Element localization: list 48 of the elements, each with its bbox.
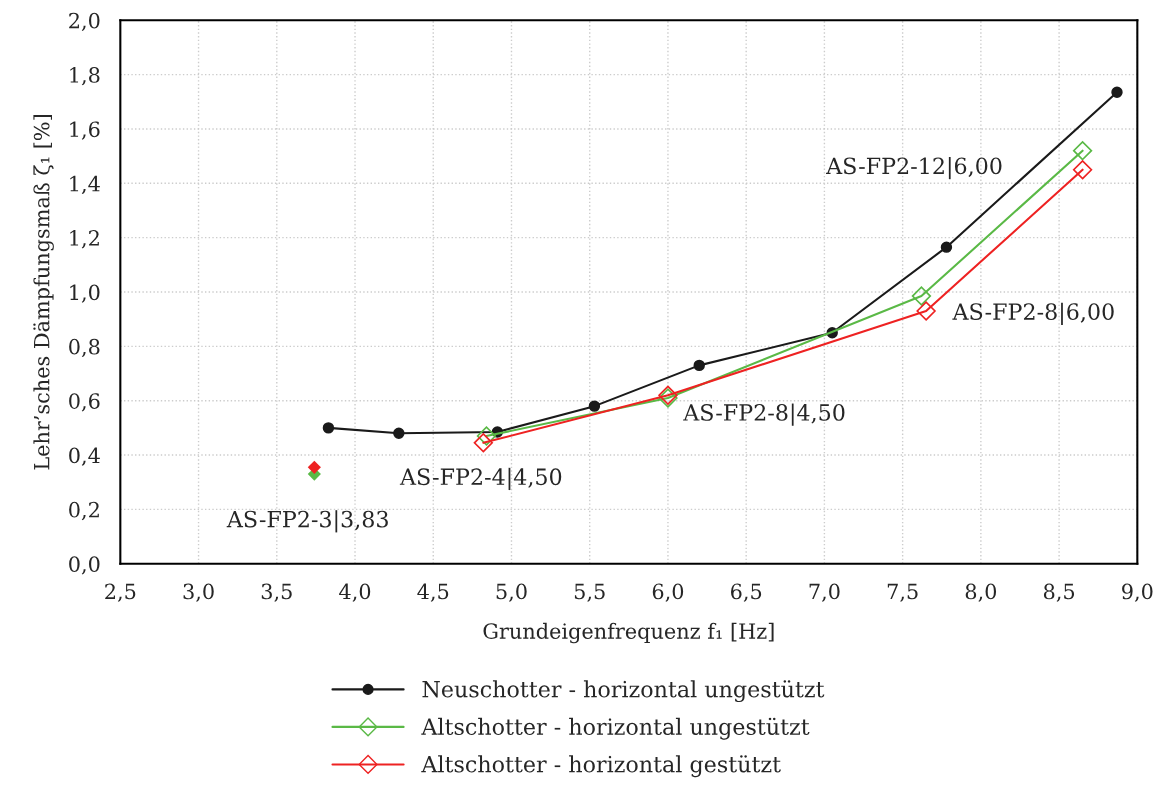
x-tick-label: 3,5 (261, 583, 292, 602)
point (911, 286, 932, 306)
legend-label: Neuschotter - horizontal ungestützt (422, 680, 825, 703)
x-tick-label: 8,5 (1043, 583, 1075, 602)
x-tick-label: 7,0 (809, 583, 840, 602)
point (1111, 86, 1123, 98)
annotation: AS-FP2-8|4,50 (683, 403, 845, 426)
x-tick-label: 3,0 (183, 583, 214, 602)
point (393, 427, 405, 440)
point (693, 359, 705, 372)
point (916, 301, 936, 321)
point (322, 422, 335, 434)
annotation: AS-FP2-8|6,00 (952, 302, 1114, 325)
x-tick-label: 4,0 (339, 583, 371, 602)
x-tick-label: 9,0 (1122, 583, 1153, 602)
x-axis-title: Grundeigenfrequenz f₁ [Hz] (483, 622, 774, 644)
y-axis-title: Lehr’sches Dämpfungsmaß ζ₁ [%] (33, 115, 54, 470)
y-tick-label: 1,8 (70, 67, 100, 86)
y-tick-label: 0,6 (69, 393, 100, 412)
y-tick-label: 0,4 (69, 447, 100, 466)
x-tick-label: 5,5 (574, 583, 605, 602)
y-tick-label: 2,0 (69, 12, 100, 31)
x-tick-label: 8,0 (965, 583, 997, 602)
point (307, 460, 321, 474)
point (473, 433, 493, 453)
y-tick-label: 0,2 (69, 501, 99, 521)
point (1072, 160, 1093, 180)
point (1072, 141, 1093, 161)
y-tick-label: 1,6 (70, 121, 100, 140)
x-tick-label: 6,5 (731, 583, 762, 602)
annotation: AS-FP2-4|4,50 (399, 467, 562, 491)
legend-label: Altschotter - horizontal ungestützt (421, 717, 810, 740)
annotation: AS-FP2-3|3,83 (226, 510, 388, 533)
x-tick-label: 5,0 (496, 583, 527, 602)
annotation: AS-FP2-12|6,00 (826, 156, 1002, 180)
point (588, 400, 601, 412)
point (940, 241, 953, 253)
y-tick-label: 0,0 (69, 556, 100, 575)
y-tick-label: 1,2 (70, 230, 99, 249)
x-tick-label: 6,0 (652, 583, 684, 602)
y-tick-label: 1,0 (70, 284, 100, 303)
legend-label: Altschotter - horizontal gestützt (421, 755, 781, 778)
x-tick-label: 2,5 (105, 583, 136, 602)
x-tick-label: 7,5 (887, 583, 918, 602)
y-tick-label: 0,8 (69, 338, 100, 358)
y-tick-label: 1,4 (70, 175, 100, 195)
x-tick-label: 4,5 (417, 583, 449, 602)
point (476, 426, 497, 446)
